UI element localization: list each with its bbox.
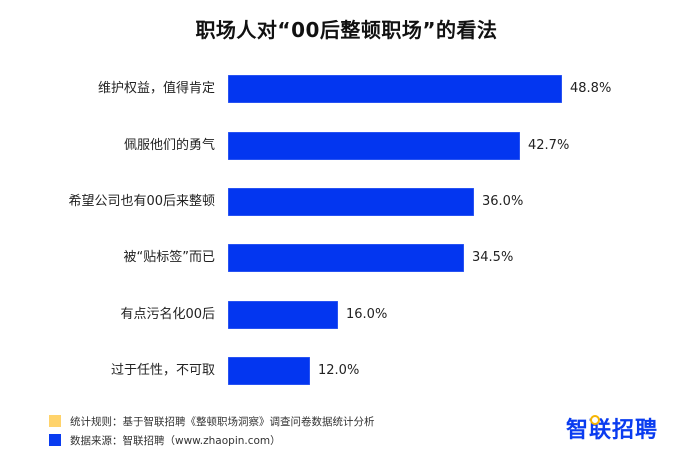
value-label: 42.7% [528, 138, 570, 153]
category-label: 被“贴标签”而已 [123, 250, 215, 265]
bar [228, 188, 474, 216]
bar [228, 132, 520, 160]
logo-dot-icon [590, 415, 600, 425]
category-label: 佩服他们的勇气 [123, 138, 215, 153]
chart-title: 职场人对“00后整顿职场”的看法 [195, 18, 498, 42]
zhaopin-logo: 智联招聘 [566, 418, 659, 443]
value-label: 16.0% [346, 307, 388, 322]
bar [228, 75, 562, 103]
bar-row: 过于任性，不可取 12.0% [0, 357, 693, 385]
legend-item-rule: 统计规则：基于智联招聘《整顿职场洞察》调查问卷数据统计分析 [49, 414, 375, 428]
bar-row: 佩服他们的勇气 42.7% [0, 132, 693, 160]
value-label: 34.5% [472, 250, 514, 265]
value-label: 48.8% [570, 81, 612, 96]
legend-text: 数据来源：智联招聘（www.zhaopin.com） [70, 434, 281, 447]
bar-chart: 维护权益，值得肯定 48.8% 佩服他们的勇气 42.7% 希望公司也有00后来… [0, 75, 693, 385]
legend-text: 统计规则：基于智联招聘《整顿职场洞察》调查问卷数据统计分析 [70, 415, 375, 428]
bar [228, 357, 310, 385]
value-label: 36.0% [482, 194, 524, 209]
category-label: 过于任性，不可取 [110, 363, 215, 378]
bar-row: 有点污名化00后 16.0% [0, 301, 693, 329]
category-label: 有点污名化00后 [120, 307, 215, 322]
bar [228, 244, 464, 272]
bar-row: 被“贴标签”而已 34.5% [0, 244, 693, 272]
bar [228, 301, 338, 329]
bar-row: 维护权益，值得肯定 48.8% [0, 75, 693, 103]
bar-row: 希望公司也有00后来整顿 36.0% [0, 188, 693, 216]
category-label: 维护权益，值得肯定 [97, 81, 215, 96]
yellow-swatch-icon [49, 415, 61, 427]
blue-swatch-icon [49, 434, 61, 446]
category-label: 希望公司也有00后来整顿 [68, 194, 215, 209]
legend-item-source: 数据来源：智联招聘（www.zhaopin.com） [49, 433, 281, 447]
value-label: 12.0% [318, 363, 360, 378]
